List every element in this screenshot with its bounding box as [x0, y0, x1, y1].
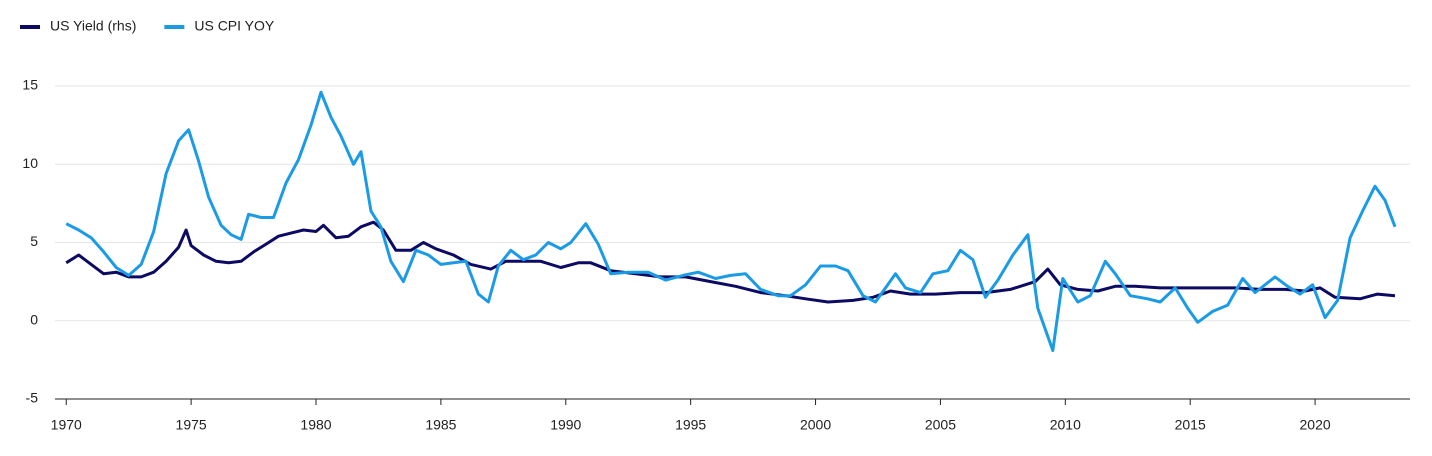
y-tick-label: 0 [30, 311, 38, 327]
x-tick-label: 1990 [550, 417, 581, 433]
y-tick-label: 10 [22, 155, 38, 171]
x-tick-label: 2010 [1050, 417, 1081, 433]
y-tick-label: 15 [22, 77, 38, 93]
legend-label: US Yield (rhs) [50, 18, 136, 34]
y-tick-label: 5 [30, 233, 38, 249]
x-tick-label: 2015 [1175, 417, 1206, 433]
series-line [65, 90, 1397, 352]
x-tick-label: 2005 [925, 417, 956, 433]
x-tick-label: 2000 [800, 417, 831, 433]
x-tick-label: 1985 [425, 417, 456, 433]
x-tick-label: 1980 [300, 417, 331, 433]
y-tick-label: -5 [26, 390, 39, 406]
series-line [65, 220, 1396, 304]
x-tick-label: 1995 [675, 417, 706, 433]
x-tick-label: 1970 [51, 417, 82, 433]
x-tick-label: 1975 [176, 417, 207, 433]
legend-label: US CPI YOY [194, 18, 275, 34]
x-tick-label: 2020 [1300, 417, 1331, 433]
